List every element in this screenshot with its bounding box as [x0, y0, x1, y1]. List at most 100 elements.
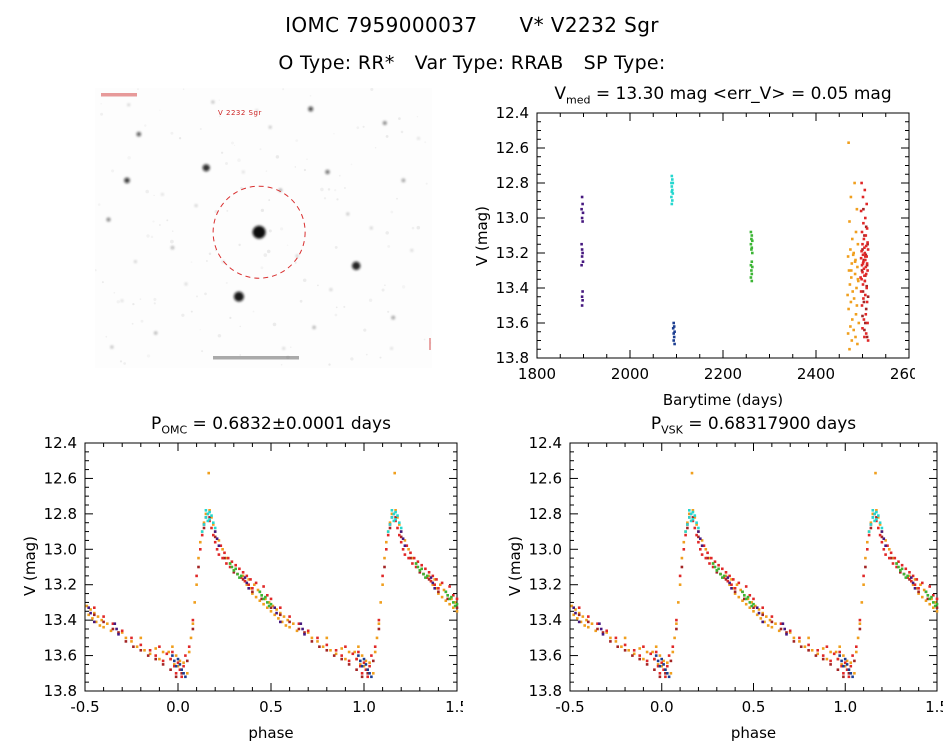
series-cyan	[670, 174, 675, 206]
svg-text:13.0: 13.0	[496, 209, 529, 227]
x-axis-label: Barytime (days)	[662, 391, 784, 409]
axes	[84, 442, 458, 692]
title-prefix: P	[650, 414, 662, 434]
svg-text:2200: 2200	[704, 365, 742, 383]
series-red	[859, 181, 870, 342]
title-subscript: med	[566, 93, 591, 107]
svg-text:1.5: 1.5	[925, 698, 943, 716]
title-subscript: OMC	[161, 423, 188, 437]
svg-text:12.4: 12.4	[529, 434, 562, 452]
svg-text:12.6: 12.6	[529, 469, 562, 487]
svg-text:2600: 2600	[890, 365, 915, 383]
series-purple	[572, 530, 917, 636]
svg-text:13.6: 13.6	[44, 647, 77, 665]
series-green	[711, 562, 939, 608]
time-series-chart: Vmed = 13.30 mag <err_V> = 0.05 mag V (m…	[470, 82, 915, 412]
svg-text:0.0: 0.0	[166, 698, 190, 716]
series-green	[228, 562, 459, 608]
page-title: IOMC 7959000037 V* V2232 Sgr	[0, 13, 944, 37]
svg-text:13.4: 13.4	[44, 611, 77, 629]
title-rest: = 0.6832±0.0001 days	[187, 414, 391, 434]
tick-labels: -0.5 0.0 0.5 1.0 1.5 12.4 12.6 12.8 13.0 13.2 13.4…	[529, 434, 943, 716]
phase-folded-chart-omc: POMC = 0.6832±0.0001 days V (mag) -0.5 0.…	[18, 412, 463, 745]
svg-text:13.2: 13.2	[529, 576, 562, 594]
tick-labels: -0.5 0.0 0.5 1.0 1.5 12.4 12.6 12.8 13.0 13.2 13.4…	[44, 434, 463, 716]
svg-text:12.8: 12.8	[44, 505, 77, 523]
series-orange	[85, 471, 459, 675]
title-prefix: V	[554, 84, 567, 104]
star-field-image	[95, 88, 432, 366]
svg-text:0.0: 0.0	[650, 698, 674, 716]
svg-text:0.5: 0.5	[742, 698, 766, 716]
series-navy	[671, 321, 676, 346]
finder-target-label: V 2232 Sgr	[218, 109, 262, 117]
svg-text:13.4: 13.4	[529, 611, 562, 629]
svg-text:1.0: 1.0	[833, 698, 857, 716]
svg-text:13.4: 13.4	[496, 279, 529, 297]
bottom-annotation	[213, 356, 299, 360]
x-axis-label: phase	[730, 724, 777, 742]
source-id: IOMC 7959000037	[285, 13, 478, 37]
svg-text:-0.5: -0.5	[70, 698, 99, 716]
series-orange	[846, 141, 861, 351]
svg-text:13.8: 13.8	[44, 682, 77, 700]
series-purple	[580, 195, 585, 307]
chart-title-vmed: Vmed = 13.30 mag <err_V> = 0.05 mag	[537, 84, 909, 106]
finder-chart: V 2232 Sgr	[95, 88, 432, 368]
svg-text:0.5: 0.5	[259, 698, 283, 716]
title-rest: = 0.68317900 days	[682, 414, 857, 434]
x-axis-label: phase	[248, 724, 294, 742]
svg-text:1.5: 1.5	[445, 698, 463, 716]
series-maroon	[577, 516, 939, 679]
title-prefix: P	[151, 414, 162, 434]
svg-text:13.6: 13.6	[529, 647, 562, 665]
svg-text:12.6: 12.6	[44, 469, 77, 487]
svg-text:2400: 2400	[797, 365, 835, 383]
series-cyan	[200, 509, 403, 533]
target-marker-circle	[212, 185, 306, 279]
title-rest: = 13.30 mag <err_V> = 0.05 mag	[590, 84, 892, 104]
axes	[536, 112, 910, 359]
svg-text:13.0: 13.0	[529, 540, 562, 558]
series-cyan	[684, 509, 884, 533]
svg-text:12.8: 12.8	[496, 174, 529, 192]
series-green	[749, 230, 754, 283]
series-maroon	[93, 516, 459, 679]
time-series-plot-canvas: 1800 2000 2200 2400 2600 12.4 12.6 12.8 13.0 13.2…	[496, 104, 915, 383]
svg-text:13.8: 13.8	[529, 682, 562, 700]
svg-text:1.0: 1.0	[352, 698, 376, 716]
stars	[106, 100, 420, 350]
svg-text:13.0: 13.0	[44, 540, 77, 558]
title-subscript: VSK	[661, 423, 683, 437]
phase-plot-omc-canvas: -0.5 0.0 0.5 1.0 1.5 12.4 12.6 12.8 13.0 13.2 13.4…	[44, 434, 463, 716]
corner-annotation	[101, 93, 137, 97]
svg-text:13.2: 13.2	[496, 244, 529, 262]
svg-text:2000: 2000	[611, 365, 649, 383]
phase-plot-vsk-canvas: -0.5 0.0 0.5 1.0 1.5 12.4 12.6 12.8 13.0 13.2 13.4…	[529, 434, 943, 716]
spectral-type: SP Type:	[583, 52, 666, 74]
star-name: V* V2232 Sgr	[519, 13, 659, 37]
variable-type: Var Type: RRAB	[414, 52, 564, 74]
series-navy	[654, 654, 854, 679]
svg-text:12.4: 12.4	[44, 434, 77, 452]
tick-labels: 1800 2000 2200 2400 2600 12.4 12.6 12.8 13.0 13.2…	[496, 104, 915, 383]
series-navy	[171, 654, 373, 679]
svg-text:12.8: 12.8	[529, 505, 562, 523]
axes	[569, 442, 938, 692]
chart-title-pomc: POMC = 0.6832±0.0001 days	[85, 414, 457, 436]
series-maroon	[860, 207, 870, 339]
svg-text:-0.5: -0.5	[555, 698, 584, 716]
page-subtitle: O Type: RR* Var Type: RRAB SP Type:	[0, 52, 944, 74]
svg-text:1800: 1800	[518, 365, 556, 383]
svg-text:12.4: 12.4	[496, 104, 529, 122]
svg-text:12.6: 12.6	[496, 139, 529, 157]
phase-folded-chart-vsx: PVSK = 0.68317900 days V (mag) -0.5 0.0 0.…	[503, 412, 943, 745]
svg-text:13.6: 13.6	[496, 314, 529, 332]
chart-title-pvsk: PVSK = 0.68317900 days	[570, 414, 937, 436]
svg-text:13.2: 13.2	[44, 576, 77, 594]
object-type: O Type: RR*	[278, 52, 395, 74]
background-grain	[95, 88, 432, 366]
svg-text:13.8: 13.8	[496, 349, 529, 367]
series-purple	[87, 530, 436, 636]
